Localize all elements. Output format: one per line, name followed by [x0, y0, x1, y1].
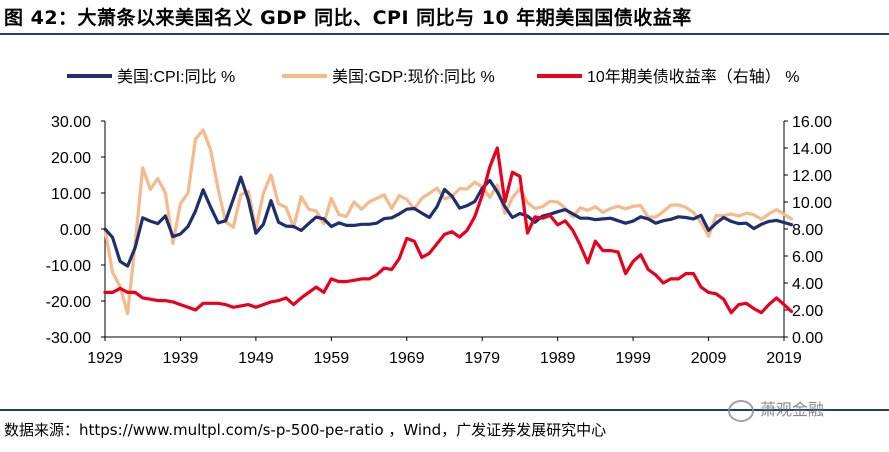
- page-title: 图 42：大萧条以来美国名义 GDP 同比、CPI 同比与 10 年期美国国债收…: [4, 7, 692, 29]
- chart-legend: 美国:CPI:同比 % 美国:GDP:现价:同比 % 10年期美债收益率（右轴） %: [67, 68, 799, 86]
- right-tick-label: 10.00: [792, 195, 832, 212]
- right-tick-label: 0.00: [792, 330, 823, 347]
- right-tick-label: 8.00: [792, 222, 823, 239]
- x-tick-label: 1929: [87, 350, 123, 367]
- left-tick-label: -30.00: [46, 330, 91, 347]
- right-tick-label: 4.00: [792, 276, 823, 293]
- x-tick-label: 1969: [389, 350, 425, 367]
- wechat-icon: [728, 399, 754, 422]
- left-tick-label: 0.00: [60, 222, 91, 239]
- legend-gdp-label: 美国:GDP:现价:同比 %: [332, 68, 495, 86]
- watermark: 萧观金融: [728, 396, 824, 422]
- x-tick-label: 2019: [766, 350, 802, 367]
- x-tick-label: 2009: [691, 350, 727, 367]
- right-tick-label: 12.00: [792, 168, 832, 185]
- left-tick-label: -20.00: [46, 294, 91, 311]
- right-tick-label: 16.00: [792, 114, 832, 131]
- x-tick-label: 1989: [540, 350, 576, 367]
- left-tick-label: 10.00: [51, 186, 91, 203]
- left-tick-label: -10.00: [46, 258, 91, 275]
- yield-series-line: [103, 146, 794, 315]
- x-tick-label: 1999: [615, 350, 651, 367]
- x-tick-label: 1979: [464, 350, 500, 367]
- title-divider: [0, 33, 889, 35]
- source-divider: [0, 409, 889, 411]
- watermark-text: 萧观金融: [760, 400, 825, 419]
- x-tick-label: 1949: [238, 350, 274, 367]
- source-note: 数据来源：https://www.multpl.com/s-p-500-pe-r…: [4, 421, 607, 439]
- chart-axes: -30.00 -20.00 -10.00 0.00 10.00 20.00 30.00 0.0…: [46, 114, 833, 367]
- legend-cpi-label: 美国:CPI:同比 %: [117, 68, 235, 86]
- right-tick-label: 6.00: [792, 249, 823, 266]
- cpi-series-line: [103, 175, 794, 268]
- left-tick-label: 30.00: [51, 114, 91, 131]
- legend-yield-label: 10年期美债收益率（右轴） %: [587, 68, 799, 86]
- right-tick-label: 14.00: [792, 141, 832, 158]
- chart-series: [103, 128, 794, 316]
- left-tick-label: 20.00: [51, 150, 91, 167]
- x-tick-label: 1959: [314, 350, 350, 367]
- right-tick-label: 2.00: [792, 303, 823, 320]
- x-tick-label: 1939: [163, 350, 199, 367]
- gdp-series-line: [103, 128, 794, 316]
